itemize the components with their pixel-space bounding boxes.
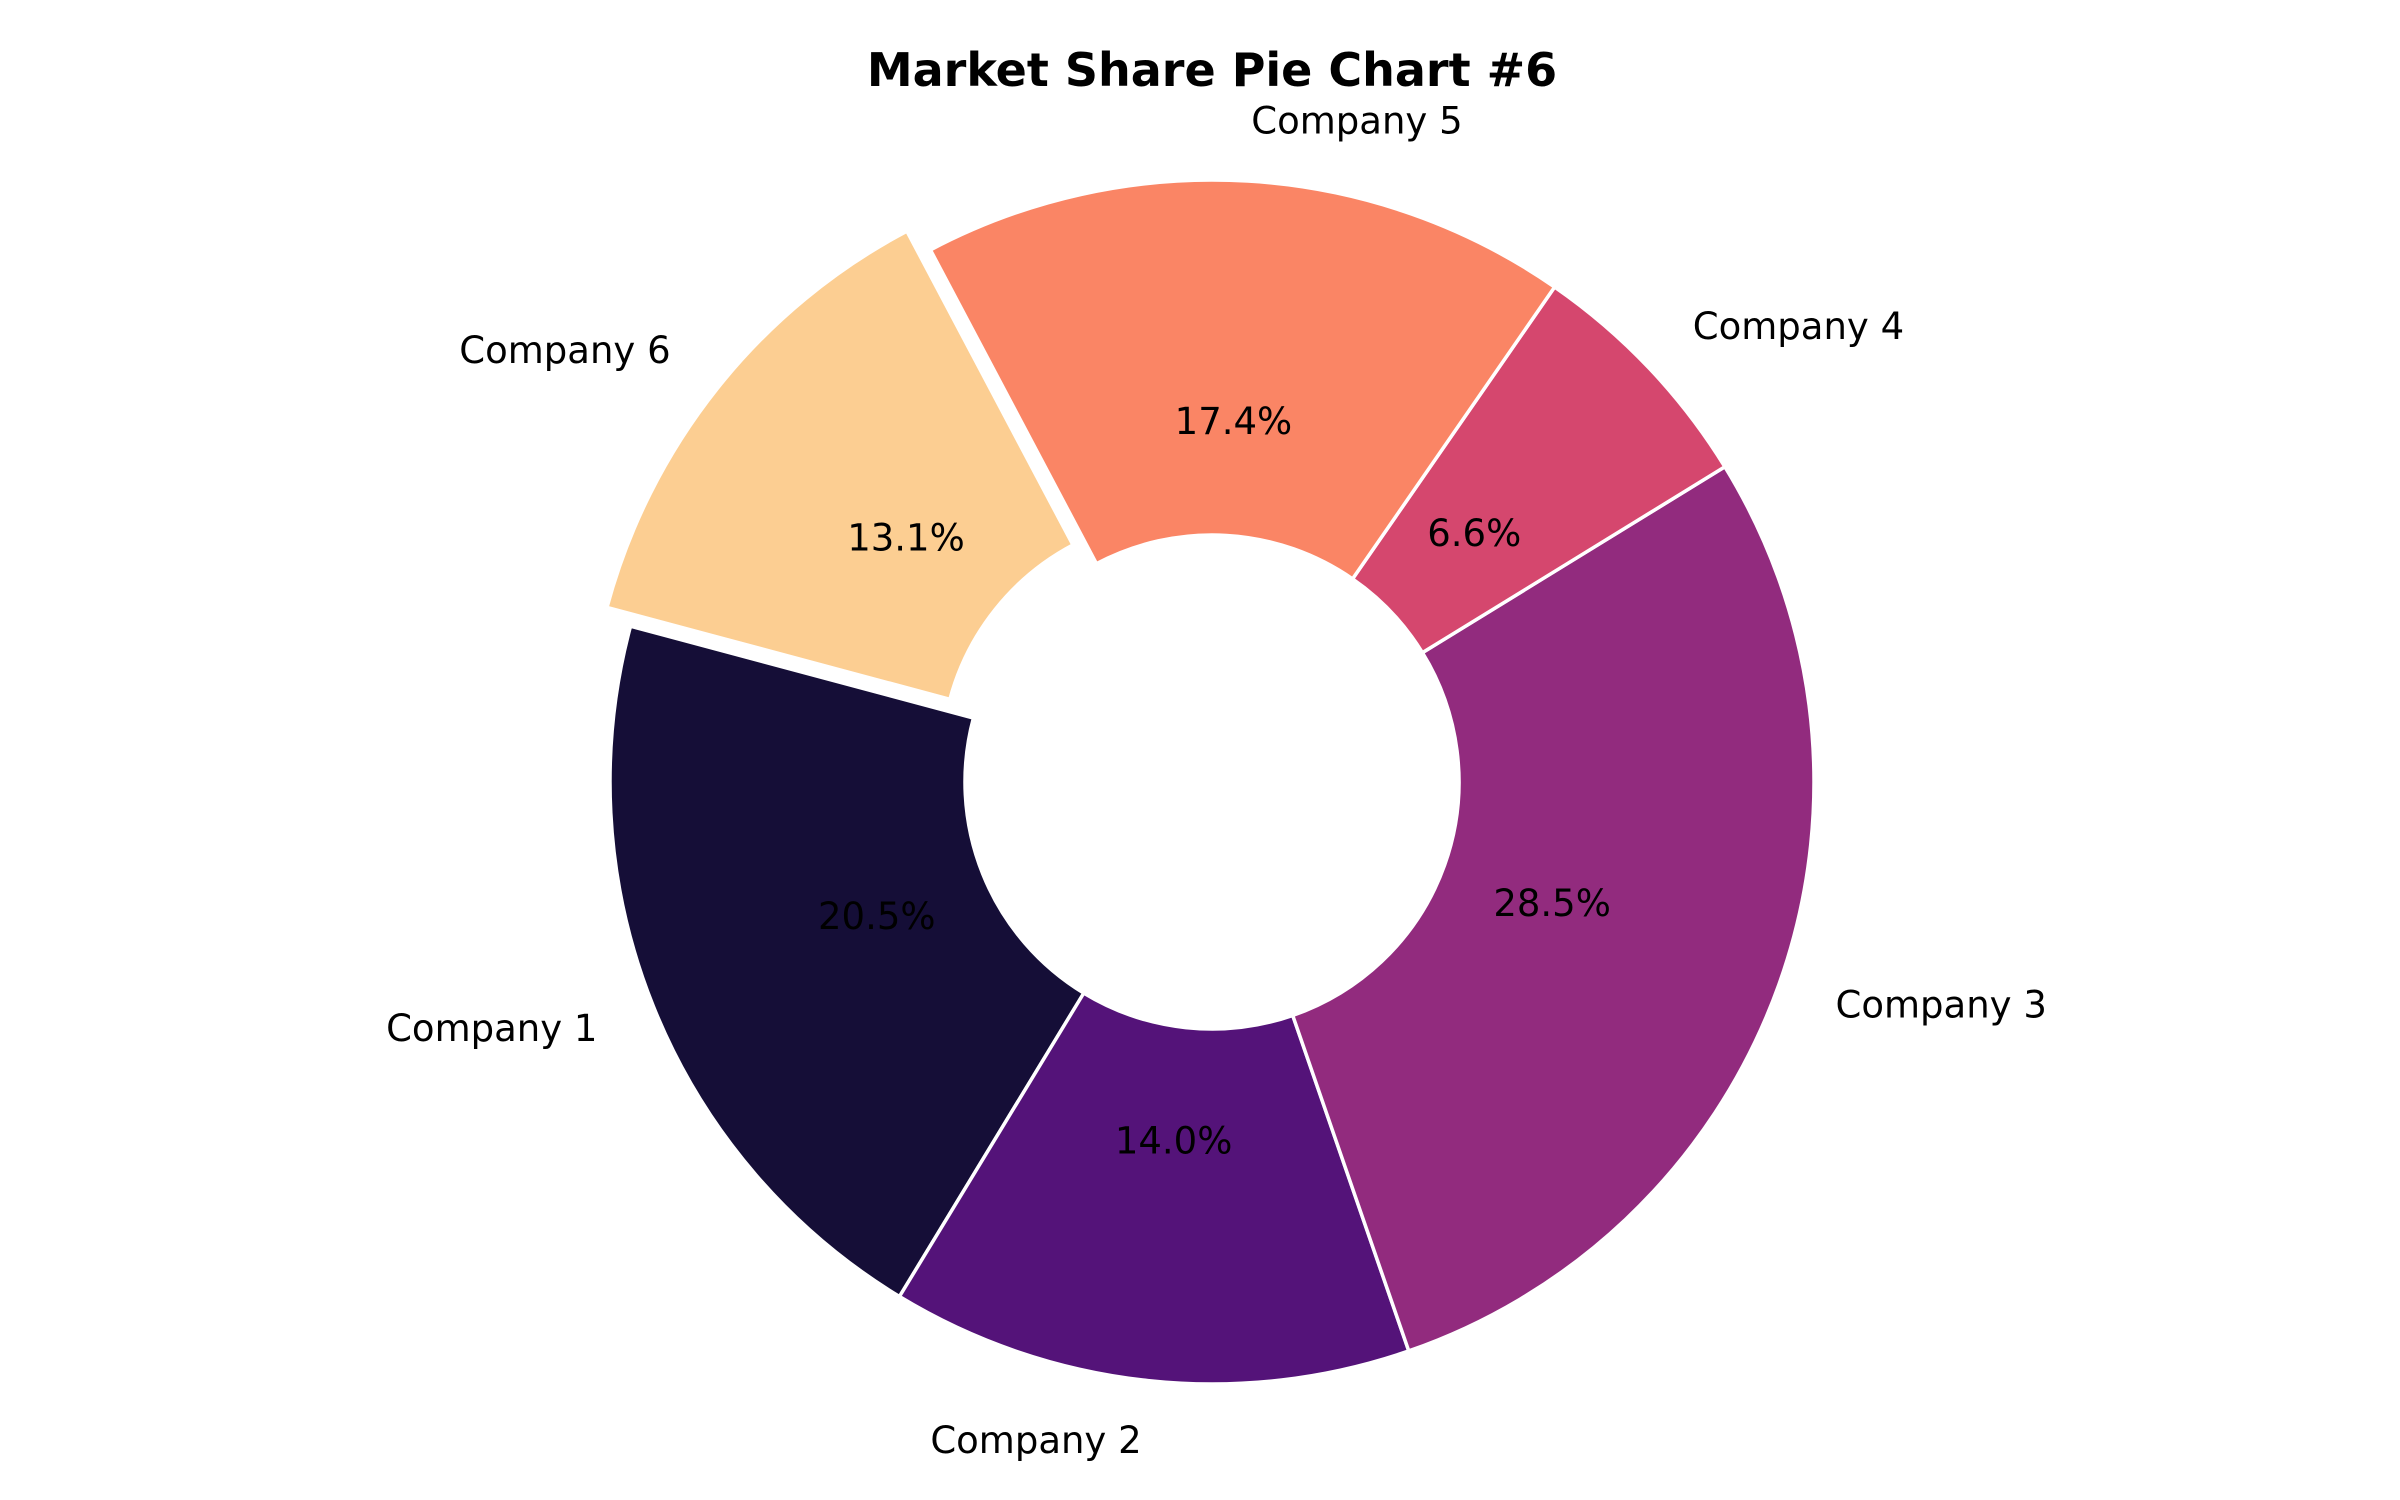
pct-label-company-5: 17.4% [1175, 400, 1293, 443]
label-company-4: Company 4 [1693, 305, 1904, 348]
wedge-company-1 [608, 624, 1087, 1299]
label-company-5: Company 5 [1251, 99, 1462, 142]
pct-label-company-2: 14.0% [1115, 1120, 1233, 1163]
wedge-company-6 [604, 228, 1076, 702]
pct-label-company-6: 13.1% [847, 517, 965, 560]
percentage-labels: 20.5% 14.0% 28.5% 6.6% 17.4% 13.1% [818, 400, 1611, 1163]
pie-wedges [604, 178, 1816, 1386]
label-company-6: Company 6 [459, 329, 670, 372]
wedge-company-3 [1290, 464, 1816, 1354]
category-labels: Company 1 Company 2 Company 3 Company 4 Comp… [386, 99, 2047, 1461]
label-company-3: Company 3 [1836, 983, 2047, 1026]
pct-label-company-4: 6.6% [1427, 512, 1521, 555]
label-company-1: Company 1 [386, 1007, 597, 1050]
chart-title: Market Share Pie Chart #6 [867, 43, 1557, 97]
label-company-2: Company 2 [930, 1419, 1141, 1462]
pct-label-company-1: 20.5% [818, 895, 936, 938]
wedge-company-5 [928, 178, 1558, 582]
pct-label-company-3: 28.5% [1493, 882, 1611, 925]
wedge-company-2 [897, 990, 1411, 1386]
wedge-company-4 [1350, 284, 1728, 656]
